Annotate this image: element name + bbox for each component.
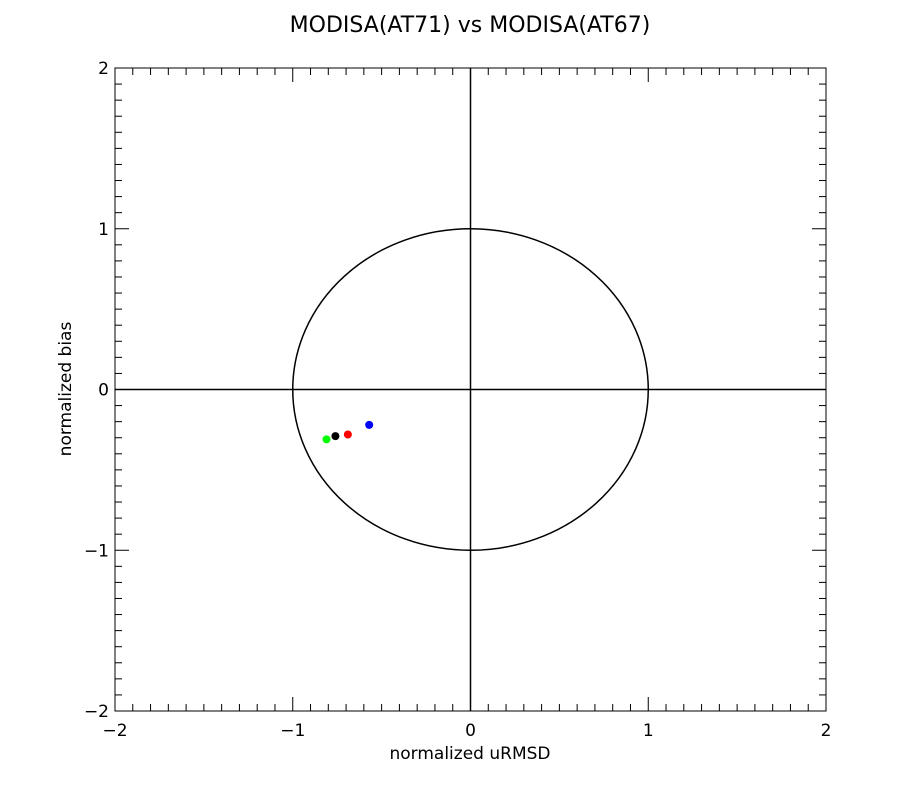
tick-labels: −2 −1 0 1 2 −2 −1 0 1 2 bbox=[84, 59, 831, 741]
x-tick-label: 0 bbox=[465, 721, 476, 741]
x-tick-label: 1 bbox=[643, 721, 654, 741]
data-point bbox=[322, 435, 331, 444]
reference-lines bbox=[115, 68, 826, 711]
y-axis-label: normalized bias bbox=[56, 322, 76, 457]
x-axis-label: normalized uRMSD bbox=[389, 744, 550, 764]
x-tick-label: −1 bbox=[280, 721, 305, 741]
x-tick-label: −2 bbox=[102, 721, 127, 741]
y-tick-label: 1 bbox=[98, 220, 109, 240]
y-tick-label: −2 bbox=[84, 702, 109, 722]
x-tick-label: 2 bbox=[821, 721, 832, 741]
y-tick-label: −1 bbox=[84, 541, 109, 561]
y-tick-label: 0 bbox=[98, 381, 109, 401]
data-point bbox=[343, 430, 352, 439]
unit-circle bbox=[292, 228, 649, 551]
data-point bbox=[331, 432, 340, 441]
chart-title: MODISA(AT71) vs MODISA(AT67) bbox=[290, 13, 651, 38]
y-tick-label: 2 bbox=[98, 59, 109, 79]
data-points bbox=[322, 420, 374, 444]
data-point bbox=[365, 420, 374, 429]
